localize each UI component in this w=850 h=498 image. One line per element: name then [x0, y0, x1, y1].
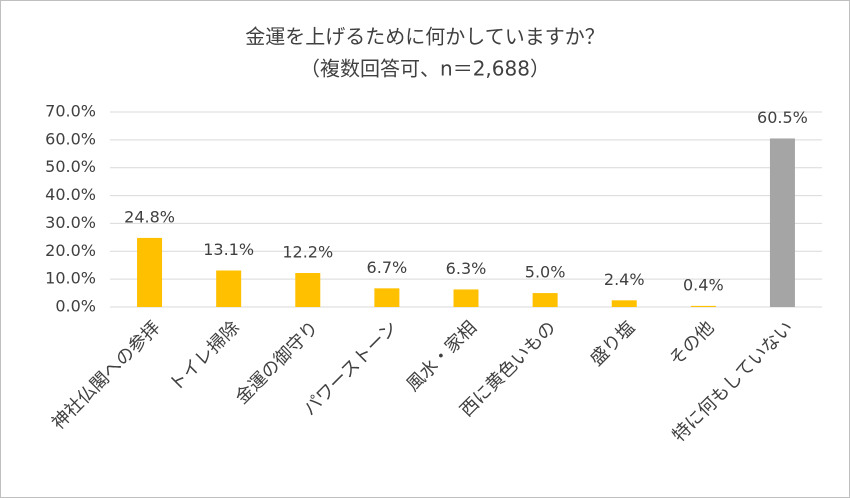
bar	[611, 300, 637, 307]
bar	[532, 293, 558, 307]
y-tick-label: 0.0%	[55, 297, 96, 316]
y-tick-label: 10.0%	[45, 269, 96, 288]
bar	[769, 138, 795, 307]
chart-title: 金運を上げるために何かしていますか？	[245, 25, 604, 49]
bar	[690, 305, 716, 307]
value-label: 60.5%	[757, 108, 808, 127]
chart-subtitle: （複数回答可、n＝2,688）	[300, 57, 550, 81]
bar	[374, 288, 400, 307]
bar	[137, 237, 163, 307]
value-label: 13.1%	[203, 240, 254, 259]
y-tick-label: 60.0%	[45, 129, 96, 148]
bar	[216, 270, 242, 307]
value-label: 12.2%	[282, 243, 333, 262]
value-label: 6.3%	[446, 259, 487, 278]
y-tick-label: 50.0%	[45, 157, 96, 176]
value-label: 24.8%	[124, 207, 175, 226]
value-label: 5.0%	[525, 263, 566, 282]
value-label: 2.4%	[604, 270, 645, 289]
value-label: 0.4%	[683, 275, 724, 294]
bar	[295, 273, 321, 307]
y-tick-label: 30.0%	[45, 213, 96, 232]
y-tick-label: 40.0%	[45, 185, 96, 204]
value-label: 6.7%	[367, 258, 408, 277]
bar	[453, 289, 479, 307]
y-tick-label: 70.0%	[45, 102, 96, 121]
y-tick-label: 20.0%	[45, 241, 96, 260]
